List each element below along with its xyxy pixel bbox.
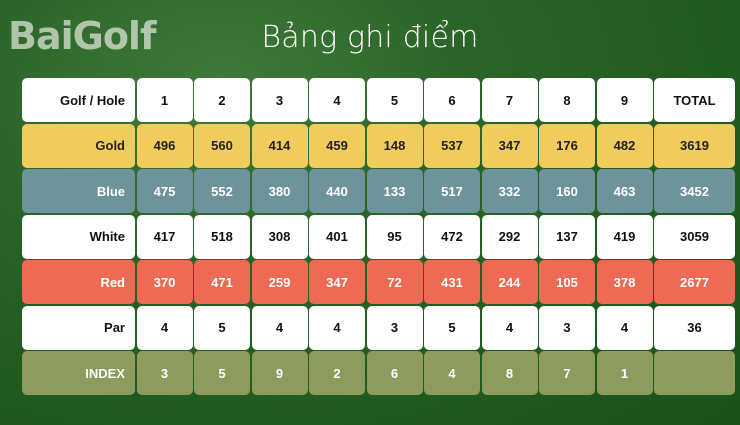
- hole-cell: 4: [251, 305, 308, 350]
- total-cell: 2677: [654, 260, 735, 304]
- hole-cell: 475: [136, 169, 193, 213]
- hole-cell: 105: [539, 260, 595, 304]
- hole-cell: 176: [539, 123, 595, 168]
- baigolf-logo: BaiGolf: [8, 14, 156, 58]
- hole-header: 2: [194, 78, 250, 122]
- hole-cell: 4: [596, 305, 653, 350]
- hole-cell: 95: [366, 214, 423, 259]
- hole-cell: 8: [481, 351, 538, 395]
- hole-cell: 459: [309, 123, 365, 168]
- scorecard-table: Golf / Hole 1 2 3 4 5 6 7 8 9 TOTAL Gold 496 560 414 45…: [22, 78, 735, 395]
- hole-cell: 3: [539, 305, 595, 350]
- page-title: Bảng ghi điểm: [261, 20, 479, 55]
- hole-cell: 244: [481, 260, 538, 304]
- hole-header: 6: [424, 78, 480, 122]
- hole-cell: 72: [366, 260, 423, 304]
- hole-cell: 292: [481, 214, 538, 259]
- hole-cell: 471: [194, 260, 250, 304]
- hole-header: 9: [596, 78, 653, 122]
- hole-cell: 3: [366, 305, 423, 350]
- hole-cell: 417: [136, 214, 193, 259]
- hole-cell: 4: [136, 305, 193, 350]
- hole-cell: 308: [251, 214, 308, 259]
- hole-header: 7: [481, 78, 538, 122]
- total-cell: 36: [654, 305, 735, 350]
- hole-cell: 4: [481, 305, 538, 350]
- hole-cell: 419: [596, 214, 653, 259]
- hole-header: 1: [136, 78, 193, 122]
- hole-cell: 3: [136, 351, 193, 395]
- hole-cell: 463: [596, 169, 653, 213]
- total-cell: 3619: [654, 123, 735, 168]
- hole-cell: 4: [424, 351, 480, 395]
- hole-cell: 332: [481, 169, 538, 213]
- hole-cell: 552: [194, 169, 250, 213]
- row-label: INDEX: [22, 351, 135, 395]
- hole-cell: 378: [596, 260, 653, 304]
- hole-cell: 4: [309, 305, 365, 350]
- total-cell: 3452: [654, 169, 735, 213]
- hole-cell: 5: [194, 351, 250, 395]
- hole-cell: 133: [366, 169, 423, 213]
- hole-cell: 401: [309, 214, 365, 259]
- row-label: Golf / Hole: [22, 78, 135, 122]
- hole-cell: 518: [194, 214, 250, 259]
- hole-cell: 347: [481, 123, 538, 168]
- hole-cell: 517: [424, 169, 480, 213]
- hole-cell: 1: [596, 351, 653, 395]
- hole-header: 3: [251, 78, 308, 122]
- hole-header: 5: [366, 78, 423, 122]
- row-label: Par: [22, 305, 135, 350]
- hole-cell: 137: [539, 214, 595, 259]
- hole-header: 4: [309, 78, 365, 122]
- hole-cell: 440: [309, 169, 365, 213]
- total-cell: 3059: [654, 214, 735, 259]
- hole-cell: 2: [309, 351, 365, 395]
- hole-cell: 148: [366, 123, 423, 168]
- hole-cell: 160: [539, 169, 595, 213]
- hole-cell: 537: [424, 123, 480, 168]
- row-label: White: [22, 214, 135, 259]
- hole-cell: 482: [596, 123, 653, 168]
- hole-cell: 472: [424, 214, 480, 259]
- hole-header: 8: [539, 78, 595, 122]
- hole-cell: 414: [251, 123, 308, 168]
- hole-cell: 370: [136, 260, 193, 304]
- hole-cell: 431: [424, 260, 480, 304]
- hole-cell: 380: [251, 169, 308, 213]
- hole-cell: 259: [251, 260, 308, 304]
- row-label: Gold: [22, 123, 135, 168]
- hole-cell: 9: [251, 351, 308, 395]
- hole-cell: 560: [194, 123, 250, 168]
- hole-cell: 496: [136, 123, 193, 168]
- hole-cell: 7: [539, 351, 595, 395]
- hole-cell: 6: [366, 351, 423, 395]
- row-label: Red: [22, 260, 135, 304]
- total-header: TOTAL: [654, 78, 735, 122]
- hole-cell: 5: [424, 305, 480, 350]
- total-cell: [654, 351, 735, 395]
- row-label: Blue: [22, 169, 135, 213]
- hole-cell: 347: [309, 260, 365, 304]
- hole-cell: 5: [194, 305, 250, 350]
